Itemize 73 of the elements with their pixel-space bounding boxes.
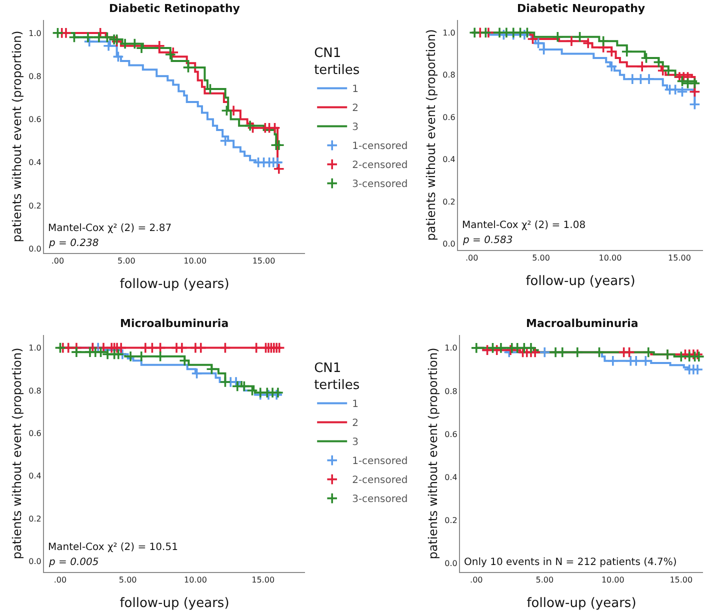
y-tick-label: 0.2 [28, 514, 42, 524]
y-tick-label: 0.6 [444, 430, 458, 439]
y-axis-title: patients without event (proportion) [424, 29, 438, 241]
y-tick-label: 1.0 [442, 28, 456, 38]
y-tick-label: 1.0 [28, 344, 42, 353]
x-axis-title: follow-up (years) [120, 277, 230, 292]
y-axis-title: patients without event (proportion) [426, 348, 440, 560]
chart-title: Macroalbuminuria [526, 317, 638, 330]
x-tick-label: 5.00 [532, 254, 550, 263]
annotation: Mantel-Cox χ² (2) = 1.08 [462, 220, 586, 231]
y-tick-label: 0.4 [444, 473, 458, 482]
legend-label: 2-censored [352, 160, 408, 172]
legend-label: 2-censored [352, 475, 408, 486]
x-tick-label: 5.00 [118, 256, 136, 266]
annotation: Only 10 events in N = 212 patients (4.7%) [464, 557, 677, 568]
y-tick-label: 0.6 [28, 429, 42, 438]
y-tick-label: 0.8 [28, 72, 42, 81]
x-tick-label: 10.00 [184, 576, 207, 585]
annotation: p = 0.238 [48, 238, 99, 249]
x-tick-label: 15.00 [252, 256, 276, 266]
x-tick-label: 10.00 [601, 576, 624, 585]
legend-label: 3 [352, 122, 358, 134]
y-axis-title: patients without event (proportion) [10, 30, 24, 242]
y-tick-label: 1.0 [444, 344, 458, 353]
legend-label: 2 [352, 103, 358, 114]
y-tick-label: 0.0 [28, 244, 42, 254]
legend-label: 1 [352, 399, 358, 410]
y-tick-label: 0.2 [28, 201, 42, 210]
x-axis-title: follow-up (years) [120, 596, 230, 612]
x-tick-label: 5.00 [118, 576, 137, 585]
x-tick-label: 15.00 [668, 254, 691, 263]
y-tick-label: 0.0 [442, 239, 456, 248]
x-tick-label: .00 [470, 576, 483, 585]
annotation: p = 0.005 [48, 557, 99, 568]
legend-label: 2 [352, 418, 358, 430]
x-axis-title: follow-up (years) [526, 596, 636, 612]
legend-label: 1-censored [352, 141, 408, 152]
x-tick-label: .00 [465, 254, 478, 263]
y-tick-label: 0.6 [442, 112, 456, 122]
y-tick-label: 1.0 [28, 28, 42, 38]
y-tick-label: 0.0 [444, 559, 458, 568]
legend-title: CN1 tertiles [314, 46, 360, 78]
chart-title: Diabetic Retinopathy [109, 2, 240, 15]
annotation: p = 0.583 [462, 235, 513, 246]
x-tick-label: .00 [54, 576, 67, 585]
legend-label: 3-censored [352, 494, 408, 506]
y-tick-label: 0.8 [442, 70, 456, 80]
chart-title: Diabetic Neuropathy [517, 2, 646, 15]
legend-label: 3 [352, 437, 358, 448]
y-axis-title: patients without event (proportion) [10, 348, 24, 560]
y-tick-label: 0.6 [28, 115, 42, 124]
y-tick-label: 0.2 [442, 197, 456, 206]
y-tick-label: 0.4 [442, 155, 456, 164]
x-tick-label: 10.00 [598, 254, 622, 263]
x-tick-label: 10.00 [184, 256, 207, 266]
legend-label: 3-censored [352, 179, 408, 190]
annotation: Mantel-Cox χ² (2) = 10.51 [48, 542, 178, 553]
x-tick-label: 5.00 [536, 576, 554, 585]
y-tick-label: 0.4 [28, 472, 42, 481]
y-tick-label: 0.0 [28, 557, 42, 566]
x-axis-title: follow-up (years) [526, 274, 636, 290]
annotation: Mantel-Cox χ² (2) = 2.87 [48, 223, 172, 234]
legend-label: 1 [352, 84, 358, 96]
y-tick-label: 0.2 [444, 516, 458, 526]
x-tick-label: .00 [51, 256, 64, 266]
legend-title: CN1 tertiles [314, 360, 360, 393]
chart-title: Microalbuminuria [120, 317, 229, 330]
y-tick-label: 0.8 [28, 386, 42, 396]
legend-label: 1-censored [352, 456, 408, 468]
x-tick-label: 15.00 [670, 576, 693, 585]
y-tick-label: 0.8 [444, 386, 458, 396]
y-tick-label: 0.4 [28, 158, 42, 168]
x-tick-label: 15.00 [252, 576, 275, 585]
